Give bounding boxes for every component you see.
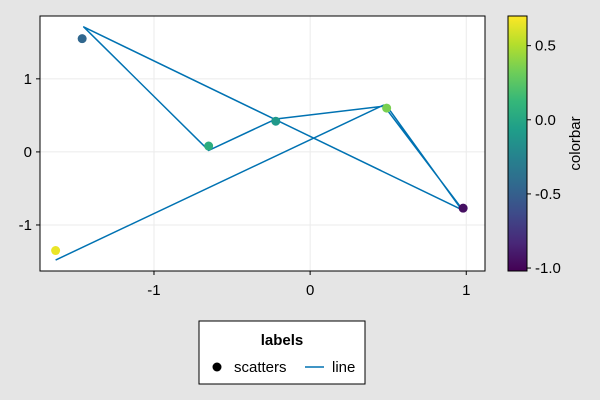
colorbar-tick-label: -1.0 — [535, 260, 561, 277]
y-tick-label: 0 — [24, 144, 32, 161]
line-layer — [55, 26, 464, 261]
legend-label-scatters: scatters — [234, 359, 287, 376]
colorbar-tick-label: 0.0 — [535, 112, 556, 129]
x-axis-ticks: -1 0 1 — [147, 271, 470, 299]
scatter-point — [51, 246, 61, 256]
series-line — [55, 26, 464, 261]
colorbar-ticks: -1.0 -0.5 0.0 0.5 — [527, 38, 561, 277]
colorbar-label: colorbar — [567, 116, 584, 170]
scatter-point — [458, 203, 468, 213]
grid — [40, 16, 485, 271]
legend-title: labels — [261, 332, 304, 349]
colorbar-tick-label: -0.5 — [535, 186, 561, 203]
legend: labels scatters line — [198, 320, 366, 385]
colorbar-gradient — [507, 15, 528, 272]
scatter-layer — [51, 34, 468, 256]
scatter-point — [271, 116, 281, 126]
x-tick-label: 1 — [462, 282, 470, 299]
x-tick-label: -1 — [147, 282, 160, 299]
y-tick-label: 1 — [24, 71, 32, 88]
scatter-point — [382, 103, 392, 113]
plot-frame — [39, 15, 486, 272]
x-tick-label: 0 — [306, 282, 314, 299]
scatter-point — [77, 34, 87, 44]
colorbar: -1.0 -0.5 0.0 0.5 colorbar — [507, 15, 584, 277]
legend-label-line: line — [332, 359, 355, 376]
legend-box — [198, 320, 366, 385]
y-axis-ticks: -1 0 1 — [19, 71, 40, 234]
scatter-point — [204, 141, 214, 151]
legend-scatter-marker — [212, 362, 222, 372]
colorbar-tick-label: 0.5 — [535, 38, 556, 55]
y-tick-label: -1 — [19, 217, 32, 234]
plot-area — [40, 16, 485, 271]
main-axis: -1 0 1 -1 0 1 — [19, 15, 486, 299]
